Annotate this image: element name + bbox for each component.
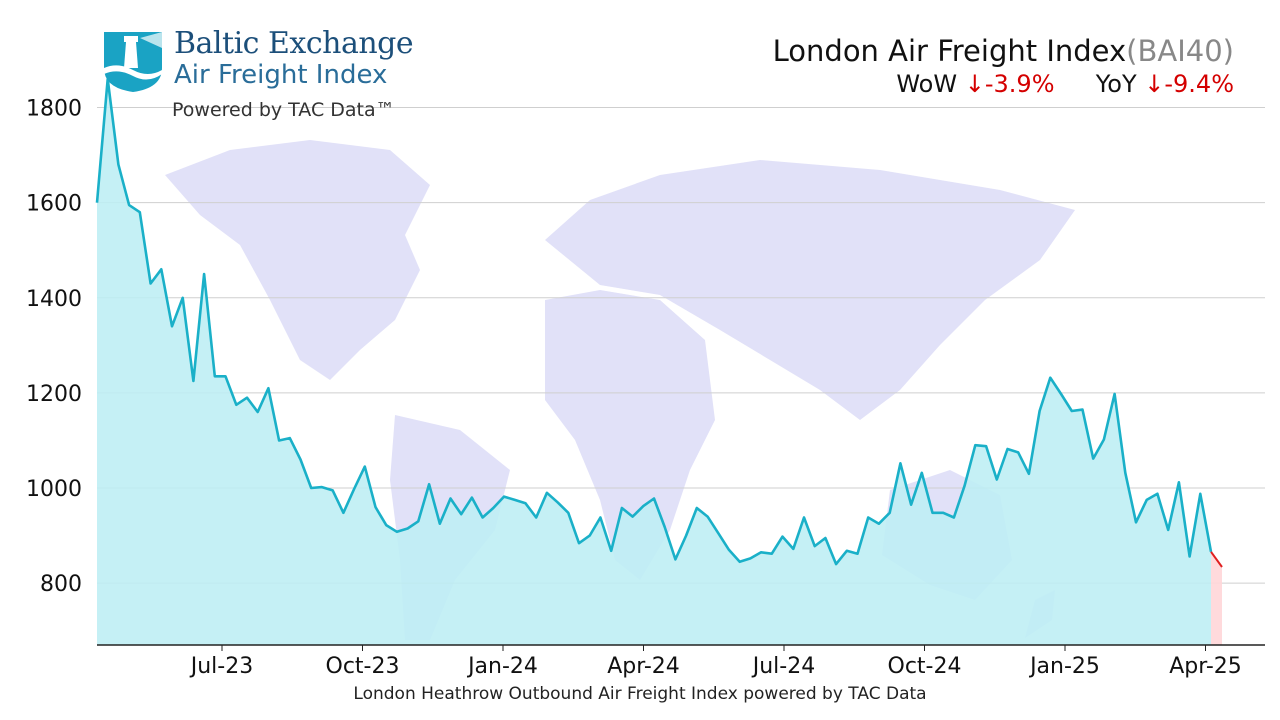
title-block: London Air Freight Index(BAI40) WoW ↓-3.… (773, 34, 1234, 98)
change-summary: WoW ↓-3.9% YoY ↓-9.4% (773, 70, 1234, 98)
y-tick-label: 1600 (26, 192, 82, 217)
wow-label: WoW (896, 70, 958, 98)
y-tick-label: 1800 (26, 97, 82, 122)
x-axis-caption: London Heathrow Outbound Air Freight Ind… (353, 684, 927, 704)
logo-tagline: Powered by TAC Data™ (172, 99, 395, 121)
y-tick-label: 1200 (26, 382, 82, 407)
chart-title-text: London Air Freight Index (772, 34, 1127, 68)
series-area (97, 79, 1211, 645)
yoy-value: ↓-9.4% (1144, 70, 1234, 98)
decline-area (1211, 551, 1222, 645)
chart-title: London Air Freight Index(BAI40) (773, 34, 1234, 68)
x-tick-label: Jan-24 (466, 654, 538, 679)
logo-title: Baltic Exchange (174, 26, 414, 61)
yoy-label: YoY (1095, 70, 1137, 98)
chart-title-code: (BAI40) (1126, 34, 1234, 68)
baltic-exchange-logo: Baltic Exchange Air Freight Index Powere… (100, 26, 430, 126)
y-tick-label: 1000 (26, 477, 82, 502)
decline-line (1210, 551, 1223, 568)
x-tick-label: Jan-25 (1028, 654, 1100, 679)
x-tick-label: Apr-24 (607, 654, 680, 679)
y-tick-label: 800 (40, 572, 82, 597)
y-tick-label: 1400 (26, 287, 82, 312)
series-line (95, 77, 1213, 566)
x-tick-label: Apr-25 (1169, 654, 1242, 679)
x-axis-ticks: Jul-23 Oct-23 Jan-24 Apr-24 Jul-24 Oct-24 Jan-… (189, 645, 1242, 679)
x-tick-label: Jul-24 (751, 654, 815, 679)
x-tick-label: Jul-23 (189, 654, 253, 679)
logo-subtitle: Air Freight Index (174, 60, 388, 90)
y-axis-ticks: 800 1000 1200 1400 1600 1800 (26, 97, 82, 598)
x-tick-label: Oct-23 (326, 654, 400, 679)
wow-value: ↓-3.9% (964, 70, 1055, 98)
x-tick-label: Oct-24 (888, 654, 962, 679)
lighthouse-logo-icon (104, 32, 162, 92)
